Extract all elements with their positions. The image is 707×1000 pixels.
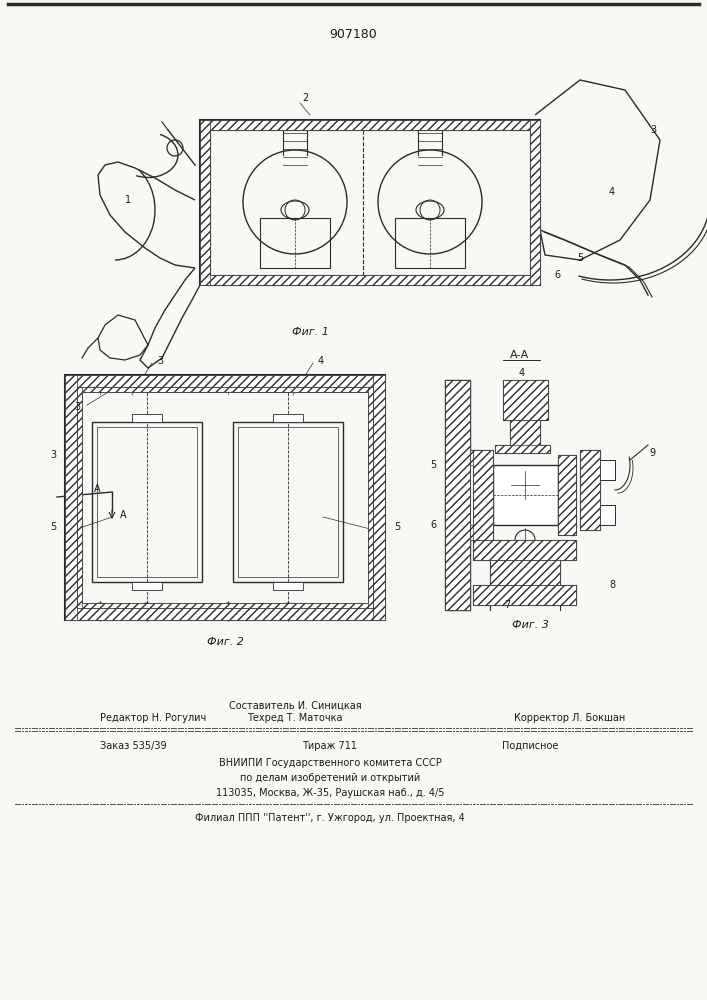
Bar xyxy=(530,120,540,285)
Bar xyxy=(503,380,548,420)
Text: 6: 6 xyxy=(430,520,436,530)
Bar xyxy=(65,375,385,387)
Bar xyxy=(473,540,576,560)
Text: Заказ 535/39: Заказ 535/39 xyxy=(100,741,167,751)
Text: 3: 3 xyxy=(157,356,163,366)
Bar xyxy=(373,375,385,620)
Text: А-А: А-А xyxy=(510,350,530,360)
Bar xyxy=(510,420,540,450)
Bar xyxy=(600,505,615,525)
Text: 3: 3 xyxy=(74,402,80,412)
Text: ВНИИПИ Государственного комитета СССР: ВНИИПИ Государственного комитета СССР xyxy=(218,758,441,768)
Bar xyxy=(495,445,550,453)
Bar xyxy=(200,275,540,285)
Bar xyxy=(473,585,576,605)
Bar xyxy=(503,380,548,420)
Text: Филиал ППП ''Патент'', г. Ужгород, ул. Проектная, 4: Филиал ППП ''Патент'', г. Ужгород, ул. П… xyxy=(195,813,465,823)
Bar xyxy=(273,582,303,590)
Bar xyxy=(493,465,558,525)
Bar xyxy=(395,218,465,268)
Bar xyxy=(495,445,550,453)
Bar xyxy=(260,218,330,268)
Bar xyxy=(510,420,540,450)
Text: 4: 4 xyxy=(318,356,324,366)
Bar xyxy=(210,130,530,275)
Bar xyxy=(470,450,485,540)
Text: Подписное: Подписное xyxy=(502,741,559,751)
Bar xyxy=(65,375,385,620)
Text: 3: 3 xyxy=(50,450,56,460)
Bar xyxy=(132,582,162,590)
Bar xyxy=(473,450,493,540)
Text: 5: 5 xyxy=(577,253,583,263)
Bar xyxy=(368,387,373,608)
Bar xyxy=(558,455,576,535)
Bar xyxy=(233,422,343,582)
Text: Редактор Н. Рогулич: Редактор Н. Рогулич xyxy=(100,713,206,723)
Text: Составитель И. Синицкая: Составитель И. Синицкая xyxy=(228,701,361,711)
Bar xyxy=(82,392,368,603)
Bar xyxy=(97,427,197,577)
Text: 4: 4 xyxy=(519,368,525,378)
Bar xyxy=(65,608,385,620)
Text: 4: 4 xyxy=(609,187,615,197)
Bar xyxy=(200,120,540,130)
Text: 6: 6 xyxy=(554,270,560,280)
Bar xyxy=(65,375,77,620)
Bar xyxy=(77,387,373,608)
Text: A: A xyxy=(119,510,127,520)
Bar xyxy=(238,427,338,577)
Text: 907180: 907180 xyxy=(329,28,377,41)
Bar xyxy=(470,525,485,540)
Bar xyxy=(580,450,600,530)
Text: Тираж 711: Тираж 711 xyxy=(303,741,358,751)
Text: Техред Т. Маточка: Техред Т. Маточка xyxy=(247,713,343,723)
Bar xyxy=(445,380,470,610)
Bar xyxy=(558,455,576,535)
Bar xyxy=(132,414,162,422)
Bar xyxy=(470,450,485,465)
Text: Фиг. 2: Фиг. 2 xyxy=(206,637,243,647)
Bar xyxy=(580,450,600,530)
Text: 9: 9 xyxy=(649,448,655,458)
Text: 8: 8 xyxy=(609,580,615,590)
Text: Корректор Л. Бокшан: Корректор Л. Бокшан xyxy=(515,713,626,723)
Text: 113035, Москва, Ж-35, Раушская наб., д. 4/5: 113035, Москва, Ж-35, Раушская наб., д. … xyxy=(216,788,444,798)
Bar xyxy=(200,120,210,285)
Text: 3: 3 xyxy=(650,125,656,135)
Bar xyxy=(77,387,82,608)
Text: 5: 5 xyxy=(430,460,436,470)
Text: 1: 1 xyxy=(125,195,131,205)
Text: Фиг. 1: Фиг. 1 xyxy=(291,327,329,337)
Bar xyxy=(473,450,493,540)
Bar xyxy=(445,380,470,610)
Bar xyxy=(490,560,560,585)
Text: 7: 7 xyxy=(504,600,510,610)
Text: по делам изобретений и открытий: по делам изобретений и открытий xyxy=(240,773,420,783)
Bar xyxy=(600,460,615,480)
Bar xyxy=(200,120,540,285)
Text: 2: 2 xyxy=(302,93,308,103)
Text: 5: 5 xyxy=(394,522,400,532)
Bar xyxy=(92,422,202,582)
Text: 5: 5 xyxy=(50,522,56,532)
Bar xyxy=(77,603,373,608)
Bar xyxy=(490,560,560,585)
Bar xyxy=(273,414,303,422)
Bar xyxy=(473,585,576,605)
Text: Фиг. 3: Фиг. 3 xyxy=(512,620,549,630)
Bar xyxy=(473,540,576,560)
Text: A: A xyxy=(94,484,100,494)
Bar xyxy=(77,387,373,392)
